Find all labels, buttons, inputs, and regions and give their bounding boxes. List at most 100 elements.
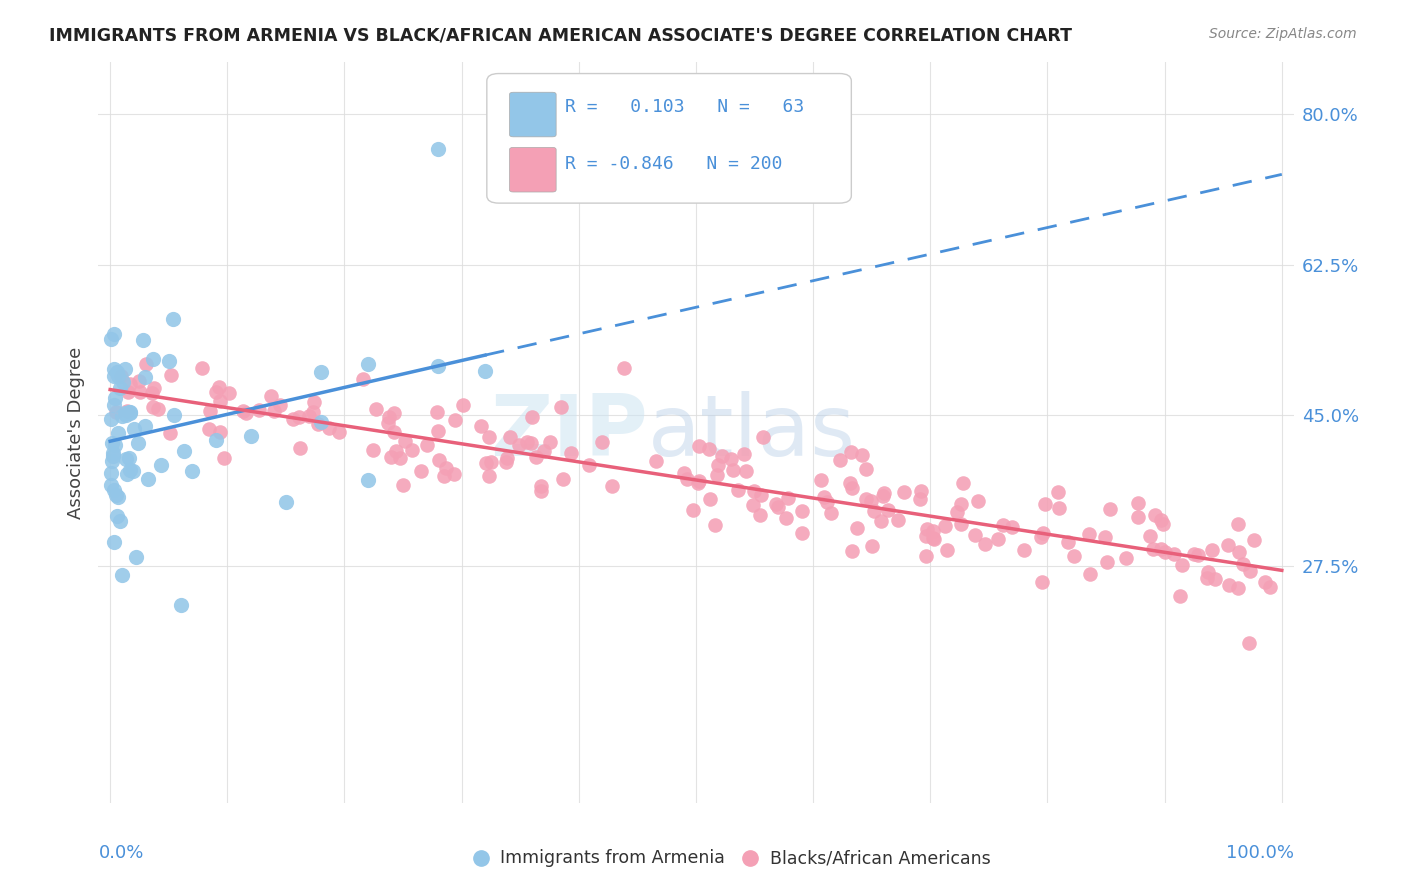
Point [198, 404, 221, 418]
Point [474, 364, 496, 378]
Point [1168, 589, 1191, 603]
Point [364, 401, 387, 416]
Point [105, 488, 128, 502]
Point [775, 511, 797, 525]
Point [915, 523, 938, 537]
Point [949, 516, 972, 531]
Point [952, 475, 974, 490]
Point [288, 441, 311, 455]
Point [706, 468, 728, 483]
Point [1031, 530, 1053, 544]
Point [100, 332, 122, 346]
Point [115, 467, 138, 481]
Point [711, 449, 734, 463]
Point [101, 454, 124, 468]
Point [141, 386, 163, 401]
Point [644, 454, 666, 468]
Point [707, 458, 730, 472]
Point [921, 524, 943, 538]
Point [855, 462, 877, 476]
Point [444, 412, 467, 426]
Point [427, 142, 450, 156]
Point [392, 477, 415, 491]
Point [111, 376, 134, 390]
Point [742, 498, 765, 512]
Point [676, 472, 699, 486]
Point [1035, 497, 1057, 511]
Point [239, 429, 262, 443]
Point [232, 403, 254, 417]
Point [149, 458, 172, 473]
Point [479, 455, 502, 469]
Point [100, 478, 122, 492]
Point [524, 450, 547, 464]
Point [1187, 548, 1209, 562]
Point [860, 494, 883, 508]
Point [1218, 578, 1240, 592]
Point [530, 483, 553, 498]
Point [1031, 526, 1053, 541]
Point [389, 451, 412, 466]
Point [1031, 575, 1053, 590]
Point [813, 490, 835, 504]
Point [235, 406, 257, 420]
Point [318, 421, 340, 435]
Point [1150, 542, 1173, 557]
Point [385, 444, 408, 458]
Point [1078, 566, 1101, 581]
Point [103, 327, 125, 342]
Point [108, 515, 131, 529]
Text: Blacks/African Americans: Blacks/African Americans [770, 849, 991, 867]
Point [114, 408, 136, 422]
Point [146, 401, 169, 416]
Point [302, 404, 325, 418]
Point [477, 469, 499, 483]
Point [111, 409, 134, 423]
Point [672, 467, 695, 481]
Point [170, 599, 193, 613]
Point [699, 491, 721, 506]
Point [212, 451, 235, 466]
Point [1097, 555, 1119, 569]
Point [118, 376, 141, 391]
Point [841, 481, 863, 495]
Point [533, 444, 555, 458]
Point [159, 426, 181, 441]
Point [181, 464, 204, 478]
Point [765, 497, 787, 511]
Point [1139, 528, 1161, 542]
Point [1239, 564, 1261, 578]
Point [855, 491, 877, 506]
FancyBboxPatch shape [486, 73, 852, 203]
Point [820, 507, 842, 521]
Point [560, 446, 582, 460]
Point [107, 508, 129, 523]
Point [309, 415, 332, 429]
Point [124, 422, 146, 436]
Point [578, 458, 600, 472]
Point [451, 398, 474, 412]
Point [1216, 538, 1239, 552]
Text: ZIP: ZIP [491, 391, 648, 475]
Point [103, 398, 125, 412]
Point [742, 483, 765, 498]
Point [100, 466, 122, 480]
Point [263, 404, 285, 418]
Point [735, 463, 758, 477]
Point [991, 517, 1014, 532]
Point [936, 543, 959, 558]
Point [394, 434, 416, 449]
Point [846, 521, 869, 535]
Point [1063, 549, 1085, 564]
Point [1115, 550, 1137, 565]
Point [949, 497, 972, 511]
Point [516, 434, 538, 449]
Point [591, 435, 613, 450]
Point [1056, 535, 1078, 549]
Point [104, 438, 127, 452]
Point [103, 483, 125, 497]
Point [107, 369, 129, 384]
Point [125, 549, 148, 564]
Point [287, 409, 309, 424]
Point [377, 416, 399, 430]
